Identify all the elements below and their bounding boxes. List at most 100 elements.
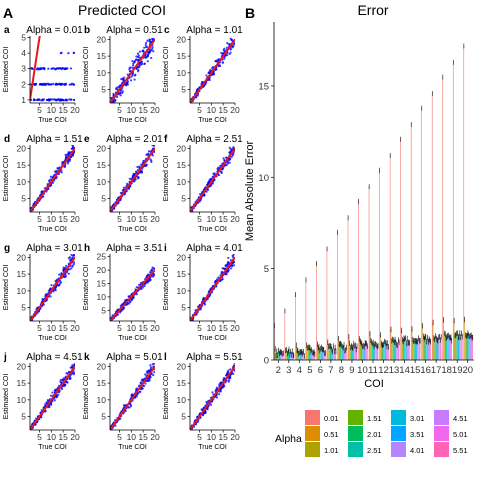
coi-group-19 <box>452 60 463 361</box>
y-tick-label: 10 <box>177 177 187 187</box>
y-axis-label: Estimated COI <box>163 374 170 420</box>
data-point <box>72 371 75 374</box>
data-point <box>208 77 211 81</box>
data-point <box>226 263 229 266</box>
x-tick-label: 10 <box>127 214 137 224</box>
subplot-title: Alpha = 0.51 <box>106 25 163 36</box>
x-tick-label: 7 <box>328 365 333 376</box>
error-bar <box>435 335 436 360</box>
x-tick-label: 10 <box>207 432 217 442</box>
x-tick-label: 5 <box>197 323 202 333</box>
data-point <box>123 76 126 79</box>
x-tick-label: 5 <box>37 432 42 442</box>
data-point <box>227 369 230 372</box>
x-tick-label: 9 <box>349 365 354 376</box>
subplot-letter: a <box>4 25 10 36</box>
data-point <box>224 156 228 159</box>
x-axis-label: True COI <box>38 226 67 233</box>
data-point <box>140 171 143 174</box>
error-bar <box>435 338 437 360</box>
x-axis-label: COI <box>364 378 384 390</box>
data-point <box>149 278 152 282</box>
data-point <box>138 56 141 59</box>
data-point <box>54 288 57 292</box>
data-point <box>229 48 232 51</box>
error-bar <box>317 347 319 360</box>
x-tick-label: 10 <box>357 365 368 376</box>
error-bar <box>443 319 444 360</box>
data-point <box>67 257 70 260</box>
legend-swatch <box>391 426 406 441</box>
legend-swatch <box>434 426 449 441</box>
x-tick-label: 15 <box>58 432 68 442</box>
data-point <box>68 83 71 86</box>
data-point <box>65 98 68 101</box>
scatter-points <box>30 254 75 321</box>
error-bar <box>321 348 323 360</box>
error-bar <box>372 342 374 360</box>
scatter-points <box>30 36 75 102</box>
data-point <box>47 83 50 86</box>
error-bar <box>348 336 350 360</box>
data-point <box>53 170 57 173</box>
error-bar <box>298 353 299 360</box>
x-tick-label: 20 <box>70 214 80 224</box>
error-bar <box>466 335 468 360</box>
x-tick-label: 20 <box>230 432 240 442</box>
data-point <box>136 52 140 55</box>
error-bar <box>436 339 438 360</box>
error-bar <box>340 343 342 360</box>
y-tick-label: 5 <box>181 194 186 204</box>
data-point <box>49 295 52 298</box>
y-axis-label: Estimated COI <box>3 156 10 202</box>
data-point <box>151 275 155 278</box>
error-bar <box>471 337 473 360</box>
data-point <box>32 99 36 102</box>
x-tick-label: 13 <box>389 365 400 376</box>
data-point <box>57 393 60 396</box>
error-bar <box>282 353 284 360</box>
data-point <box>72 254 75 256</box>
data-point <box>230 155 233 158</box>
y-tick-label: 15 <box>177 269 187 279</box>
y-tick-label: 15 <box>177 160 187 170</box>
x-tick-label: 5 <box>197 432 202 442</box>
error-bar <box>323 349 325 360</box>
x-tick-label: 10 <box>207 105 217 115</box>
error-bar <box>417 342 418 360</box>
data-point <box>130 393 134 396</box>
x-tick-label: 15 <box>58 323 68 333</box>
error-bar <box>320 347 322 360</box>
legend-label: 1.01 <box>324 446 339 455</box>
x-tick-label: 15 <box>410 365 421 376</box>
data-point <box>137 283 141 286</box>
data-point <box>115 95 119 99</box>
error-bar <box>291 351 293 360</box>
error-bar <box>337 232 338 360</box>
coi-group-17 <box>431 91 442 360</box>
data-point <box>133 60 136 64</box>
y-axis-label: Estimated COI <box>3 47 10 93</box>
legend-swatch <box>348 410 363 425</box>
error-bar <box>472 337 473 360</box>
data-point <box>212 172 215 175</box>
error-bar <box>338 344 340 360</box>
error-bar <box>460 337 461 360</box>
x-tick-label: 20 <box>230 105 240 115</box>
error-bar <box>398 342 400 360</box>
error-bar <box>433 338 435 360</box>
x-tick-label: 10 <box>47 105 57 115</box>
error-bar <box>316 344 318 360</box>
error-bar <box>375 343 376 360</box>
coi-group-9 <box>347 215 358 360</box>
data-point <box>228 376 231 380</box>
legend-label: 2.51 <box>367 446 382 455</box>
data-point <box>149 367 152 370</box>
error-bar <box>312 353 314 360</box>
data-point <box>220 170 223 173</box>
data-point <box>218 64 222 68</box>
